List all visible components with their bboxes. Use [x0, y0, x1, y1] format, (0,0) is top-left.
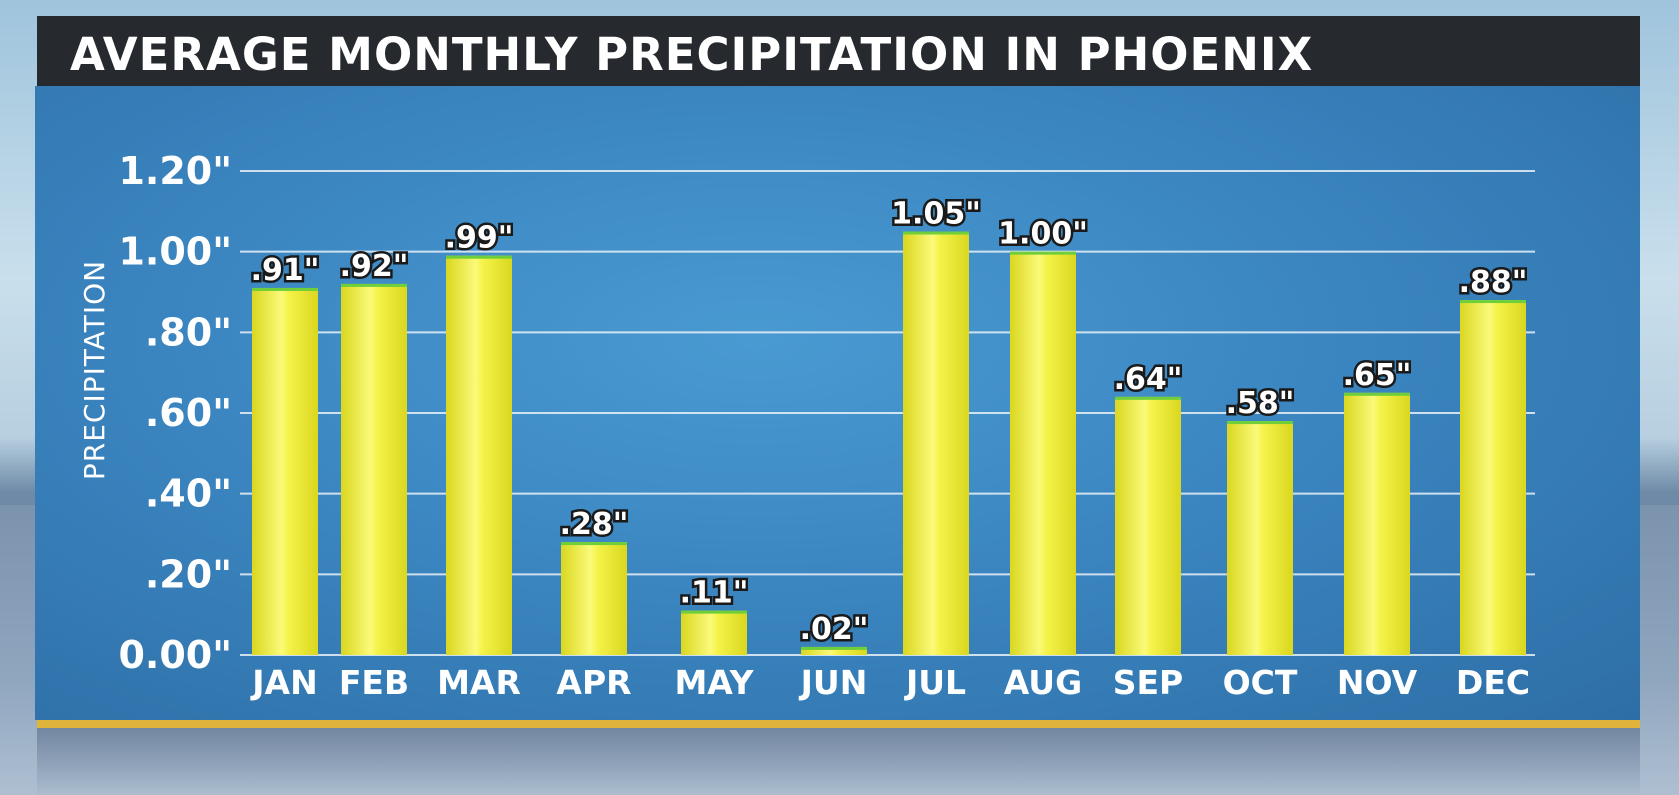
- value-label-dec: .88": [1459, 265, 1528, 300]
- category-label-feb: FEB: [339, 663, 409, 702]
- value-label-may: .11": [680, 576, 749, 611]
- value-label-sep: .64": [1114, 362, 1183, 397]
- bar-apr: [561, 542, 627, 655]
- category-label-mar: MAR: [437, 663, 521, 702]
- bar-top-edge: [252, 287, 318, 291]
- bar-nov: [1344, 392, 1410, 655]
- category-label-aug: AUG: [1004, 663, 1082, 702]
- value-labels: .91" .92" .99" .28" .11" .02" 1.05" 1.00" .64" .5…: [248, 194, 1530, 649]
- category-label-dec: DEC: [1456, 663, 1530, 702]
- bar-feb: [341, 283, 407, 655]
- category-label-jun: JUN: [799, 663, 868, 702]
- y-tick-label: .80": [145, 310, 232, 354]
- value-label-mar: .99": [445, 221, 514, 256]
- category-label-jan: JAN: [250, 663, 317, 702]
- y-tick-label: 1.00": [118, 230, 232, 274]
- value-label-oct: .58": [1226, 386, 1295, 421]
- bar-jan: [252, 287, 318, 655]
- bar-jul: [903, 231, 969, 655]
- bar-top-edge: [903, 231, 969, 235]
- bar-dec: [1460, 300, 1526, 655]
- bar-top-edge: [681, 610, 747, 614]
- value-label-nov: .65": [1343, 358, 1412, 393]
- bars: [252, 231, 1526, 655]
- bar-jun: [801, 646, 867, 655]
- panel-shadow: [37, 728, 1640, 795]
- bar-top-edge: [1344, 392, 1410, 396]
- category-label-may: MAY: [674, 663, 754, 702]
- y-tick-label: .40": [145, 472, 232, 516]
- x-axis-categories: JAN FEB MAR APR MAY JUN JUL AUG SEP OCT NOV DEC: [250, 663, 1530, 702]
- bar-top-edge: [1227, 421, 1293, 425]
- bar-top-edge: [1460, 300, 1526, 304]
- bar-top-edge: [341, 283, 407, 287]
- value-label-feb: .92": [340, 249, 409, 284]
- y-axis-ticks: 0.00" .20" .40" .60" .80" 1.00" 1.20": [118, 149, 232, 677]
- bar-may: [681, 610, 747, 655]
- y-tick-label: 1.20": [118, 149, 232, 193]
- value-label-jun: .02": [800, 612, 869, 647]
- category-label-jul: JUL: [904, 663, 966, 702]
- grid-lines: [240, 170, 1535, 656]
- chart-title: AVERAGE MONTHLY PRECIPITATION IN PHOENIX: [70, 28, 1314, 81]
- value-label-aug: 1.00": [998, 217, 1088, 252]
- category-label-nov: NOV: [1337, 663, 1418, 702]
- category-label-apr: APR: [556, 663, 631, 702]
- bar-top-edge: [1010, 251, 1076, 255]
- value-label-jul: 1.05": [891, 197, 981, 232]
- bar-top-edge: [446, 255, 512, 259]
- bar-top-edge: [1115, 396, 1181, 400]
- accent-rule: [37, 720, 1640, 728]
- y-axis-label: PRECIPITATION: [78, 260, 111, 480]
- y-tick-label: 0.00": [118, 633, 232, 677]
- y-tick-label: .60": [145, 391, 232, 435]
- bar-sep: [1115, 396, 1181, 655]
- bar-top-edge: [801, 646, 867, 650]
- bar-mar: [446, 255, 512, 655]
- value-label-apr: .28": [560, 507, 629, 542]
- value-label-jan: .91": [251, 253, 320, 288]
- title-bar: AVERAGE MONTHLY PRECIPITATION IN PHOENIX: [37, 16, 1640, 86]
- bar-aug: [1010, 251, 1076, 655]
- category-label-sep: SEP: [1113, 663, 1184, 702]
- bar-top-edge: [561, 542, 627, 546]
- category-label-oct: OCT: [1223, 663, 1298, 702]
- bar-oct: [1227, 421, 1293, 655]
- y-tick-label: .20": [145, 552, 232, 596]
